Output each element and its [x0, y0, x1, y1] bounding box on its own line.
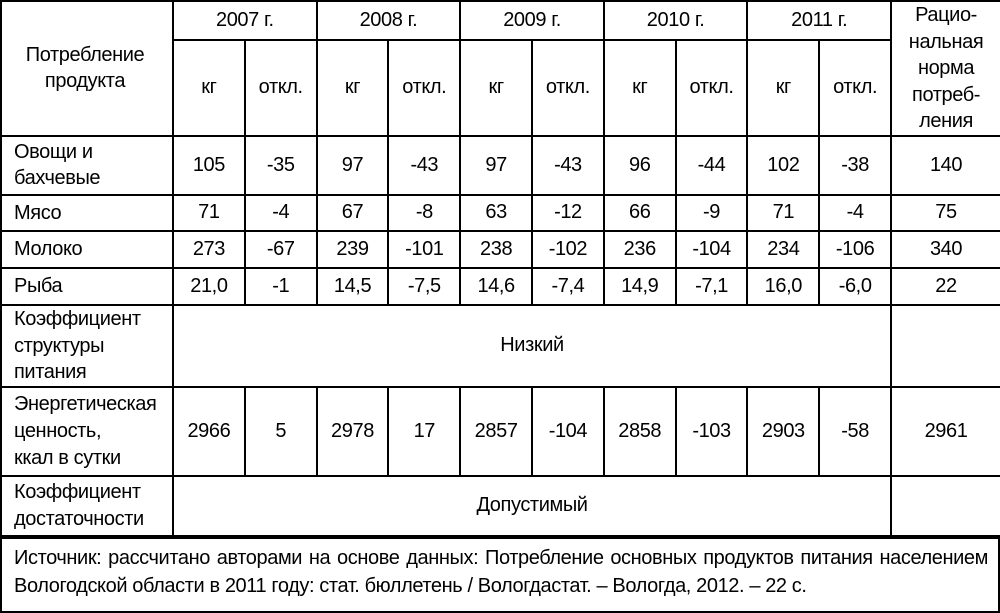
- cell-value: -7,1: [674, 266, 749, 306]
- cell-value: -38: [818, 134, 893, 196]
- header-kg-2011: кг: [746, 38, 821, 137]
- cell-value: 16,0: [746, 266, 821, 306]
- cell-value: 236: [602, 229, 677, 269]
- header-subrow: кг откл. кг откл. кг откл. кг откл. кг о…: [1, 38, 1000, 137]
- row-label-meat: Мясо: [0, 193, 174, 232]
- header-year-2008: 2008 г.: [315, 0, 462, 41]
- cell-value: -106: [818, 229, 893, 269]
- cell-value: -104: [531, 385, 605, 477]
- cell-norm: 340: [890, 229, 1000, 269]
- cell-value: 14,5: [315, 266, 390, 306]
- header-deviation-2011: откл.: [818, 38, 893, 137]
- cell-value: -102: [531, 229, 605, 269]
- cell-value: 2903: [746, 385, 821, 477]
- table-row-sufficiency-coefficient: Коэффициент достаточности Допустимый: [0, 474, 1000, 537]
- cell-value: -4: [818, 193, 893, 232]
- header-deviation-2007: откл.: [243, 38, 318, 137]
- cell-value: 71: [746, 193, 821, 232]
- table-row-structure-coefficient: Коэффициент структуры питания Низкий: [0, 303, 1000, 388]
- consumption-table: Потребление продукта 2007 г. 2008 г. 200…: [0, 0, 1000, 537]
- cell-value: -7,4: [531, 266, 605, 306]
- cell-value: 97: [315, 134, 390, 196]
- cell-value: -67: [243, 229, 318, 269]
- cell-empty: [890, 303, 1000, 388]
- cell-value: 21,0: [172, 266, 246, 306]
- cell-value: 2858: [602, 385, 677, 477]
- row-label-milk: Молоко: [0, 229, 174, 269]
- source-note: Источник: рассчитано авторами на основе …: [0, 535, 1000, 613]
- cell-value: -8: [387, 193, 462, 232]
- cell-value: -101: [387, 229, 462, 269]
- row-label-structure-coefficient: Коэффициент структуры питания: [0, 303, 174, 388]
- header-year-2010: 2010 г.: [602, 0, 749, 41]
- cell-value: -1: [243, 266, 318, 306]
- cell-value: -6,0: [818, 266, 893, 306]
- table-row-meat: Мясо 71 -4 67 -8 63 -12 66 -9 71 -4 75: [0, 193, 1000, 232]
- cell-value: 5: [243, 385, 318, 477]
- header-year-2009: 2009 г.: [459, 0, 605, 41]
- row-label-sufficiency-coefficient: Коэффициент достаточности: [0, 474, 174, 537]
- header-year-2011: 2011 г.: [746, 0, 893, 41]
- cell-value: 2857: [459, 385, 534, 477]
- cell-value: 66: [602, 193, 677, 232]
- cell-norm: 2961: [890, 385, 1000, 477]
- table-row-milk: Молоко 273 -67 239 -101 238 -102 236 -10…: [0, 229, 1000, 269]
- cell-structure-coefficient-value: Низкий: [171, 303, 893, 388]
- cell-value: 234: [746, 229, 821, 269]
- header-deviation-2009: откл.: [531, 38, 605, 137]
- cell-norm: 22: [890, 266, 1000, 306]
- cell-value: -43: [387, 134, 462, 196]
- table-row-fish: Рыба 21,0 -1 14,5 -7,5 14,6 -7,4 14,9 -7…: [0, 266, 1000, 306]
- header-year-row: Потребление продукта 2007 г. 2008 г. 200…: [0, 0, 1000, 137]
- cell-value: 2966: [172, 385, 246, 477]
- cell-sufficiency-coefficient-value: Допустимый: [171, 474, 893, 537]
- cell-value: -12: [531, 193, 605, 232]
- row-label-vegetables: Овощи и бахчевые: [0, 134, 174, 196]
- header-deviation-2010: откл.: [674, 38, 749, 137]
- row-label-fish: Рыба: [0, 266, 174, 306]
- header-kg-2008: кг: [315, 38, 390, 137]
- cell-value: 273: [172, 229, 246, 269]
- cell-value: -35: [243, 134, 318, 196]
- cell-norm: 75: [890, 193, 1000, 232]
- cell-value: 102: [746, 134, 821, 196]
- cell-value: 96: [602, 134, 677, 196]
- cell-value: -43: [531, 134, 605, 196]
- table-row-vegetables: Овощи и бахчевые 105 -35 97 -43 97 -43 9…: [0, 134, 1000, 196]
- cell-value: 67: [315, 193, 390, 232]
- cell-value: 14,6: [459, 266, 534, 306]
- row-label-energy: Энергетическая ценность, ккал в сутки: [0, 385, 174, 477]
- cell-value: -7,5: [387, 266, 462, 306]
- cell-value: 239: [315, 229, 390, 269]
- table-row-energy: Энергетическая ценность, ккал в сутки 29…: [0, 385, 1000, 477]
- cell-value: 71: [172, 193, 246, 232]
- header-kg-2009: кг: [459, 38, 534, 137]
- cell-value: 17: [387, 385, 462, 477]
- cell-value: -104: [674, 229, 749, 269]
- cell-value: 105: [172, 134, 246, 196]
- header-kg-2007: кг: [172, 38, 246, 137]
- cell-value: -58: [818, 385, 893, 477]
- cell-value: 97: [459, 134, 534, 196]
- cell-norm: 140: [890, 134, 1000, 196]
- cell-value: -9: [674, 193, 749, 232]
- cell-value: 2978: [315, 385, 390, 477]
- header-kg-2010: кг: [602, 38, 677, 137]
- cell-value: 238: [459, 229, 534, 269]
- cell-empty: [890, 474, 1000, 537]
- header-rational-norm: Рацио- нальная норма потреб- ления: [890, 0, 1000, 137]
- cell-value: 63: [459, 193, 534, 232]
- cell-value: -44: [674, 134, 749, 196]
- header-deviation-2008: откл.: [387, 38, 462, 137]
- cell-value: -4: [243, 193, 318, 232]
- cell-value: -103: [674, 385, 749, 477]
- header-year-2007: 2007 г.: [172, 0, 318, 41]
- header-product-consumption: Потребление продукта: [0, 0, 174, 137]
- cell-value: 14,9: [602, 266, 677, 306]
